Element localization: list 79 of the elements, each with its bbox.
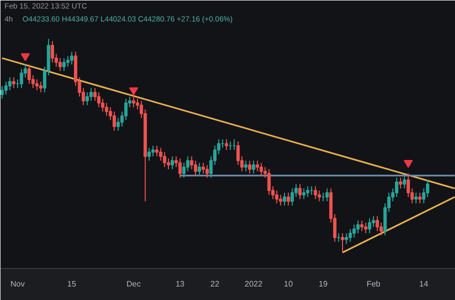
candlestick <box>344 232 348 244</box>
candlestick <box>136 98 140 110</box>
candlestick <box>318 190 321 202</box>
x-tick-label: Dec <box>126 280 141 288</box>
candlestick <box>236 140 240 166</box>
candlestick <box>97 92 100 108</box>
candlestick <box>39 81 42 93</box>
candlestick <box>294 184 298 198</box>
x-tick-label: 10 <box>284 280 294 288</box>
candlestick <box>112 111 116 132</box>
candlestick <box>302 188 306 200</box>
candlestick <box>278 194 282 206</box>
candlestick <box>198 162 202 176</box>
candlestick <box>194 160 198 176</box>
candlestick <box>298 184 302 200</box>
candlestick <box>290 188 294 206</box>
x-tick-label: 22 <box>210 280 220 288</box>
candlestick <box>93 88 97 102</box>
x-tick-label: 15 <box>67 280 77 288</box>
candlestick <box>62 58 66 72</box>
candlestick <box>414 192 418 204</box>
candlestick <box>20 68 24 89</box>
candlestick <box>35 79 39 91</box>
x-tick-label: Feb <box>366 280 381 288</box>
candlestick <box>426 179 430 198</box>
candlestick <box>286 192 290 206</box>
candlestick <box>89 88 93 102</box>
candlestick <box>166 158 170 170</box>
candlestick <box>360 220 364 232</box>
candlestick <box>70 51 74 66</box>
candlestick <box>147 147 151 162</box>
candlestick <box>252 160 256 174</box>
candlestick <box>58 58 62 72</box>
candlestick <box>162 152 166 168</box>
candlestick <box>348 228 352 242</box>
candlestick <box>104 102 108 116</box>
candlestick <box>314 186 318 200</box>
x-tick-label: 19 <box>318 280 328 288</box>
candlestick <box>352 224 356 238</box>
x-tick-label: 14 <box>419 280 429 288</box>
candlestick <box>132 94 136 108</box>
candlestick <box>50 40 54 63</box>
candlestick <box>275 190 278 204</box>
candlestick <box>368 218 372 234</box>
candlestick <box>282 192 286 206</box>
candlestick <box>205 164 209 178</box>
candlestick <box>395 177 398 198</box>
candlestick <box>260 162 263 176</box>
candlestick <box>224 138 228 150</box>
candlestick <box>28 64 31 84</box>
candlestick <box>155 145 158 157</box>
candlestick <box>325 188 329 202</box>
candlestick <box>8 76 12 91</box>
candlestick <box>306 186 310 198</box>
candlestick <box>202 162 205 174</box>
candlestick <box>178 158 182 178</box>
candlestick <box>372 216 376 228</box>
candlestick <box>151 145 155 157</box>
candlestick <box>267 168 271 196</box>
candlestick <box>376 216 379 232</box>
candlestick <box>0 85 4 100</box>
candlestick <box>340 232 344 253</box>
candlestick <box>364 222 368 234</box>
candlestick <box>244 160 248 172</box>
candlestick <box>12 76 16 89</box>
candlestick <box>356 220 360 234</box>
candlestick <box>4 81 8 95</box>
candlestick <box>418 192 422 204</box>
x-tick-label: Nov <box>10 280 25 288</box>
candlestick <box>248 160 252 174</box>
candlestick <box>170 156 174 170</box>
candlestick <box>402 175 406 189</box>
candlestick <box>66 56 70 68</box>
candlestick <box>256 160 260 172</box>
x-tick-label: 13 <box>176 280 186 288</box>
x-tick-label: 2022 <box>244 280 263 288</box>
candlestick <box>182 162 186 178</box>
candlestick <box>398 177 402 189</box>
candlestick <box>86 92 89 106</box>
